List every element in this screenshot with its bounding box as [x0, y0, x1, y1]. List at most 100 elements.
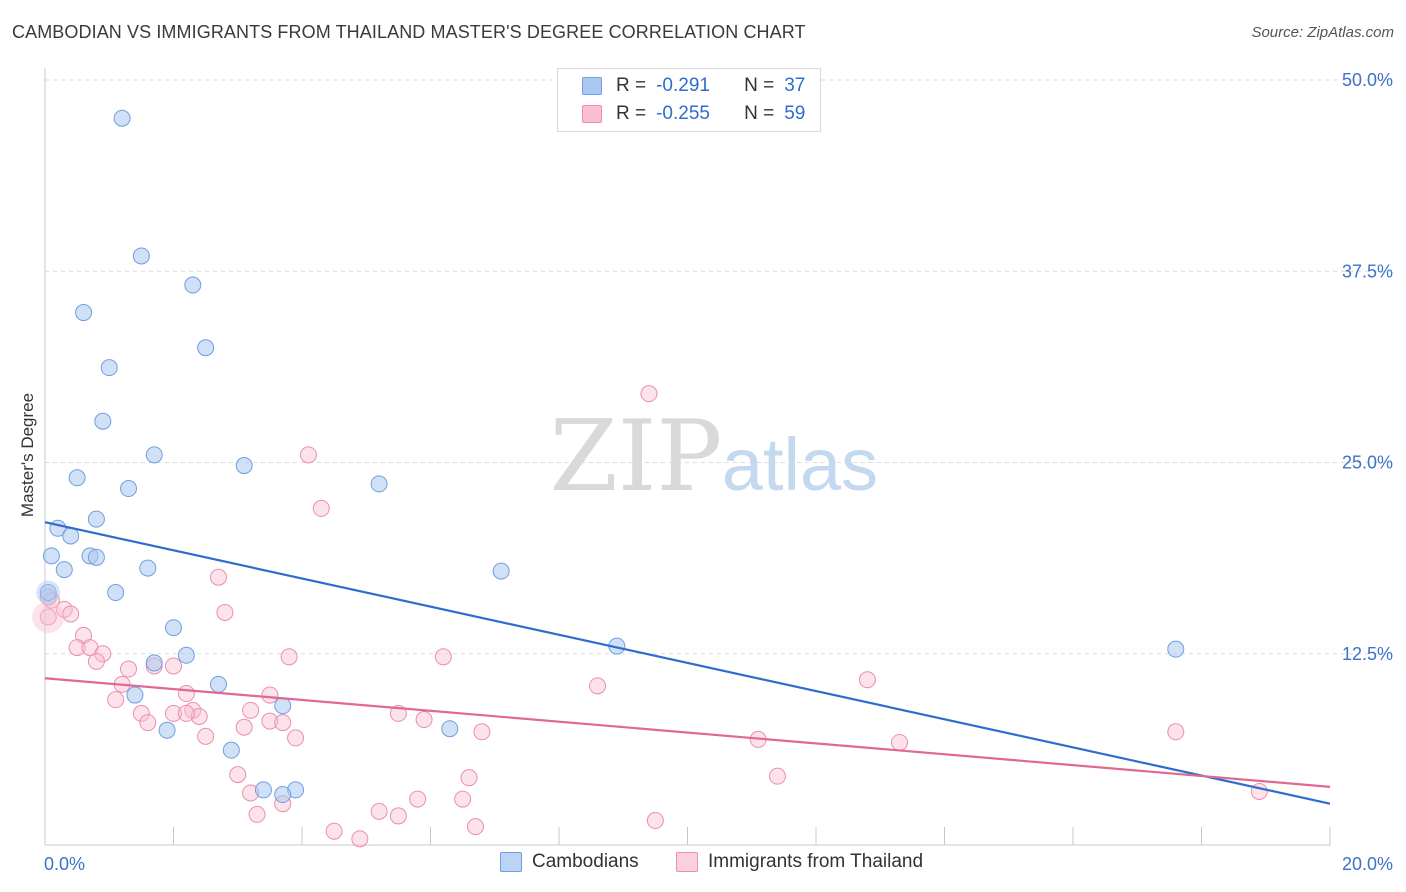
thailand-point: [640, 385, 658, 403]
thailand-point: [216, 603, 234, 621]
x-tick-label: 0.0%: [44, 854, 85, 874]
cambodian-point: [158, 721, 176, 739]
y-axis-label: Master's Degree: [18, 392, 37, 518]
y-tick-label: 25.0%: [1342, 453, 1393, 473]
legend-r-value: -0.291: [656, 75, 710, 96]
thailand-point: [197, 727, 215, 745]
legend-row-thailand: R = -0.255 N = 59: [558, 101, 805, 127]
cambodian-point: [177, 646, 195, 664]
cambodian-point: [42, 547, 60, 565]
thailand-point: [280, 648, 298, 666]
cambodian-point: [55, 561, 73, 579]
thailand-point: [325, 822, 343, 840]
thailand-points: [32, 385, 1268, 848]
thailand-point: [454, 790, 472, 808]
thailand-point: [312, 499, 330, 517]
series-legend: Cambodians Immigrants from Thailand: [0, 851, 1406, 877]
thailand-point: [87, 652, 105, 670]
cambodian-point: [441, 720, 459, 738]
thailand-point: [132, 704, 150, 722]
cambodian-point: [492, 562, 510, 580]
thailand-point: [229, 766, 247, 784]
cambodian-point: [274, 786, 292, 804]
axes: [44, 68, 1331, 846]
cambodian-points: [36, 109, 1185, 804]
cambodian-point: [113, 109, 131, 127]
cambodian-point: [145, 654, 163, 672]
cambodian-point: [165, 619, 182, 637]
thailand-point: [646, 812, 664, 830]
cambodian-point: [126, 686, 144, 704]
cambodian-point-cluster: [36, 580, 61, 605]
thailand-point: [190, 707, 208, 725]
cambodian-point: [62, 527, 80, 545]
thailand-point: [165, 704, 182, 722]
source-label: Source: ZipAtlas.com: [1251, 24, 1394, 41]
legend-n-label: N =: [744, 103, 775, 124]
watermark: ZIP atlas: [550, 400, 879, 514]
legend-item-thailand[interactable]: Immigrants from Thailand: [676, 851, 923, 873]
thailand-point: [120, 660, 138, 678]
cambodian-point: [145, 446, 163, 464]
cambodian-point: [87, 548, 105, 566]
cambodian-point: [94, 412, 112, 430]
thailand-point: [1167, 723, 1185, 741]
thailand-point: [177, 704, 195, 722]
cambodian-point: [222, 741, 240, 759]
trend-lines: [44, 521, 1331, 805]
chart-title: CAMBODIAN VS IMMIGRANTS FROM THAILAND MA…: [12, 22, 806, 42]
legend-item-cambodians[interactable]: Cambodians: [500, 851, 639, 873]
legend-swatch-cambodians: [500, 852, 522, 872]
thailand-point: [370, 802, 388, 820]
thailand-point: [242, 701, 260, 719]
cambodian-point: [197, 339, 215, 357]
thailand-point: [139, 714, 157, 732]
watermark-atlas: atlas: [722, 423, 878, 506]
thailand-point: [68, 639, 86, 657]
thailand-point: [107, 691, 125, 709]
thailand-point: [1250, 782, 1268, 800]
legend-label-thailand: Immigrants from Thailand: [708, 851, 924, 872]
cambodian-point: [1167, 640, 1185, 658]
legend-n-value: 37: [784, 75, 806, 96]
legend-n-value: 59: [784, 103, 806, 124]
thailand-point: [261, 686, 279, 704]
thailand-point: [415, 711, 433, 729]
y-tick-label: 37.5%: [1342, 261, 1393, 281]
cambodian-point: [132, 247, 150, 265]
thailand-point: [165, 657, 182, 675]
thailand-point: [351, 830, 369, 848]
thailand-point: [235, 718, 253, 736]
legend-n-label: N =: [744, 75, 775, 96]
cambodian-trend-line: [44, 521, 1331, 805]
thailand-point: [287, 729, 305, 747]
cambodian-point: [68, 469, 86, 487]
thailand-point: [209, 568, 227, 586]
cambodian-point: [370, 475, 388, 493]
stats-legend: R = -0.291 N = 37 R = -0.255 N = 59: [557, 68, 821, 132]
legend-r-label: R =: [616, 75, 647, 96]
cambodian-point: [100, 359, 118, 377]
thailand-point: [460, 769, 478, 787]
thailand-point: [473, 723, 491, 741]
thailand-point: [177, 685, 195, 703]
thailand-point-cluster: [32, 601, 65, 634]
legend-r-value: -0.255: [656, 103, 710, 124]
thailand-point: [299, 446, 317, 464]
cambodian-point: [209, 675, 227, 693]
cambodian-point: [75, 304, 93, 322]
cambodian-point: [107, 584, 125, 602]
legend-row-cambodians: R = -0.291 N = 37: [558, 73, 805, 99]
thailand-point: [589, 677, 607, 695]
cambodian-point: [184, 276, 202, 294]
thailand-point: [466, 818, 484, 836]
grid-lines: [45, 79, 1392, 655]
thailand-point: [261, 712, 279, 730]
cambodian-point: [235, 457, 253, 475]
thailand-point: [389, 807, 407, 825]
legend-swatch-thailand: [582, 105, 602, 123]
thailand-point: [274, 714, 292, 732]
cambodian-point: [254, 781, 272, 799]
thailand-point: [62, 605, 80, 623]
x-tick-label: 20.0%: [1342, 854, 1393, 874]
